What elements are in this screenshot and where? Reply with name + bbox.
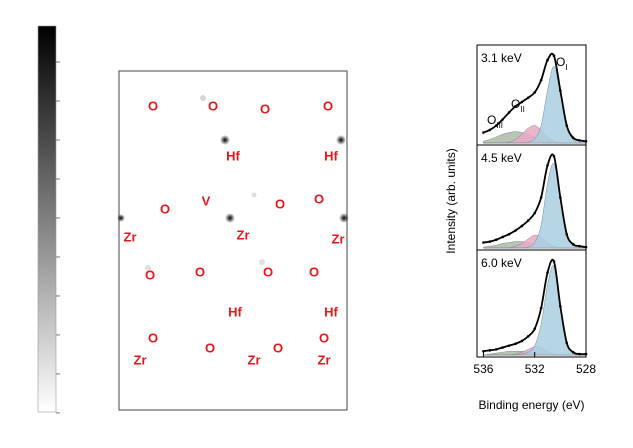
data-point bbox=[539, 78, 543, 82]
data-point bbox=[482, 349, 485, 353]
peak-label-sub: II bbox=[520, 105, 524, 114]
atom-label: O bbox=[205, 340, 215, 355]
data-point bbox=[539, 196, 543, 199]
panel-frame bbox=[476, 249, 587, 358]
fit-line bbox=[483, 153, 587, 248]
data-point bbox=[559, 305, 562, 308]
peak-label-base: O bbox=[487, 113, 496, 127]
peak-label-sub: I bbox=[565, 63, 567, 72]
data-point bbox=[571, 243, 575, 246]
data-point bbox=[539, 306, 543, 310]
atom-label: Hf bbox=[324, 304, 338, 319]
data-point bbox=[488, 349, 492, 352]
atom-label: O bbox=[260, 101, 270, 116]
data-point bbox=[507, 344, 511, 347]
atom-label: Hf bbox=[226, 148, 240, 163]
y-axis-label: Intensity (arb. units) bbox=[444, 148, 458, 253]
data-point bbox=[514, 342, 517, 346]
panel-label: 6.0 keV bbox=[481, 256, 522, 270]
panel-label: 3.1 keV bbox=[481, 51, 522, 65]
atom-label: Zr bbox=[124, 229, 137, 244]
data-point bbox=[501, 235, 504, 239]
data-point bbox=[578, 139, 581, 142]
data-point bbox=[494, 124, 498, 127]
data-point bbox=[578, 352, 581, 356]
atom-label: O bbox=[309, 264, 319, 279]
data-point bbox=[526, 96, 530, 99]
atom-label: O bbox=[263, 264, 273, 279]
data-point bbox=[559, 89, 562, 92]
peak-label: OI bbox=[556, 55, 568, 72]
data-point bbox=[571, 136, 575, 140]
x-tick-label: 536 bbox=[473, 362, 493, 376]
data-point bbox=[526, 219, 530, 222]
data-point bbox=[520, 339, 524, 343]
atom-label: O bbox=[273, 340, 283, 355]
data-point bbox=[533, 327, 537, 331]
data-point bbox=[533, 211, 537, 215]
data-point bbox=[482, 131, 485, 134]
atom-label: Zr bbox=[248, 352, 261, 367]
colorbar bbox=[37, 25, 60, 414]
data-point bbox=[482, 241, 485, 244]
atom-label: O bbox=[275, 196, 285, 211]
atom-label: O bbox=[314, 191, 324, 206]
data-point bbox=[546, 164, 549, 167]
data-point bbox=[507, 111, 511, 114]
data-point bbox=[565, 124, 569, 127]
peak-label-sub: III bbox=[496, 121, 503, 130]
atom-label: O bbox=[145, 267, 155, 282]
data-point bbox=[578, 244, 581, 248]
x-axis-label: Binding energy (eV) bbox=[478, 398, 584, 412]
data-point bbox=[559, 196, 562, 199]
data-point bbox=[488, 240, 492, 243]
peak-label-base: O bbox=[511, 97, 520, 111]
data-point bbox=[546, 58, 549, 62]
atom-label: Zr bbox=[134, 352, 147, 367]
atom-label: Zr bbox=[332, 231, 345, 246]
data-point bbox=[526, 334, 530, 338]
data-point bbox=[494, 348, 498, 351]
data-point bbox=[501, 346, 504, 349]
atom-label: Hf bbox=[324, 148, 338, 163]
atom-label: Zr bbox=[318, 352, 331, 367]
data-point bbox=[552, 260, 556, 263]
panel-label: 4.5 keV bbox=[481, 151, 522, 165]
data-point bbox=[494, 238, 498, 242]
atom-label: O bbox=[148, 98, 158, 113]
atom-label: O bbox=[208, 98, 218, 113]
atom-label: O bbox=[148, 330, 158, 345]
data-point bbox=[552, 54, 556, 58]
peak-label: OIII bbox=[487, 113, 503, 130]
data-point bbox=[520, 224, 524, 228]
data-point bbox=[565, 232, 569, 236]
fit-line bbox=[483, 258, 587, 356]
data-point bbox=[501, 118, 504, 121]
data-point bbox=[565, 341, 569, 345]
data-point bbox=[552, 154, 556, 158]
peak-label-base: O bbox=[556, 55, 565, 69]
data-point bbox=[546, 271, 549, 274]
x-tick-label: 532 bbox=[525, 362, 545, 376]
data-point bbox=[514, 229, 517, 232]
atom-label: O bbox=[160, 201, 170, 216]
atom-label: O bbox=[319, 330, 329, 345]
atom-label: Zr bbox=[237, 227, 250, 242]
data-point bbox=[507, 232, 511, 236]
atom-label: O bbox=[323, 98, 333, 113]
atom-label: V bbox=[202, 193, 211, 208]
atom-label: O bbox=[195, 264, 205, 279]
component-area bbox=[483, 265, 587, 356]
data-point bbox=[488, 128, 492, 132]
x-tick-label: 528 bbox=[576, 362, 596, 376]
data-point bbox=[514, 105, 517, 108]
data-point bbox=[533, 91, 537, 94]
atom-label: Hf bbox=[228, 304, 242, 319]
data-point bbox=[571, 350, 575, 354]
data-point bbox=[520, 100, 524, 104]
peak-label: OII bbox=[511, 97, 525, 114]
